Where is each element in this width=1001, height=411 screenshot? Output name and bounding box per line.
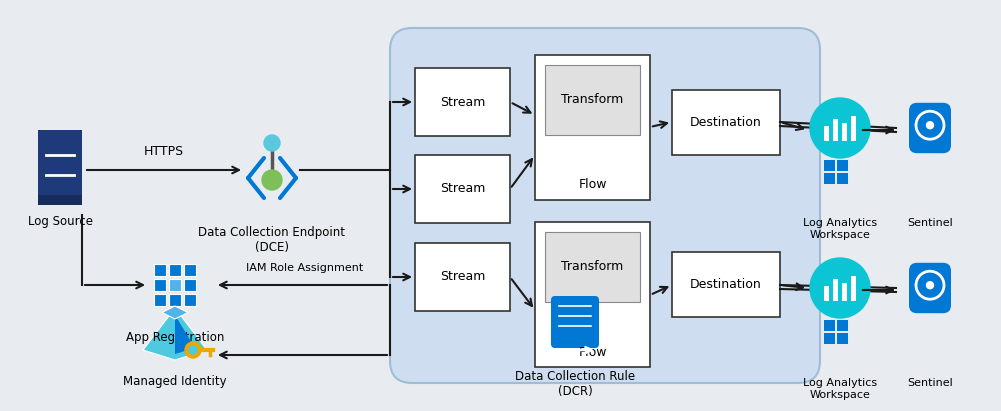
Circle shape xyxy=(189,346,197,354)
Polygon shape xyxy=(175,315,195,354)
FancyBboxPatch shape xyxy=(909,103,951,153)
Text: Flow: Flow xyxy=(579,178,607,192)
Text: Log Source: Log Source xyxy=(27,215,92,228)
Text: App Registration: App Registration xyxy=(126,331,224,344)
Bar xyxy=(169,279,181,291)
Bar xyxy=(837,160,848,171)
Bar xyxy=(833,279,838,302)
Text: Transform: Transform xyxy=(562,260,624,273)
Text: Stream: Stream xyxy=(439,270,485,284)
FancyBboxPatch shape xyxy=(535,222,650,367)
Bar xyxy=(842,123,847,141)
FancyBboxPatch shape xyxy=(415,243,510,311)
Bar xyxy=(154,264,166,276)
Bar xyxy=(184,264,196,276)
Circle shape xyxy=(185,342,201,358)
Circle shape xyxy=(926,121,934,129)
Bar xyxy=(169,294,181,306)
Text: Transform: Transform xyxy=(562,93,624,106)
FancyBboxPatch shape xyxy=(672,90,780,155)
Text: Sentinel: Sentinel xyxy=(907,218,953,228)
Bar xyxy=(851,276,856,302)
FancyBboxPatch shape xyxy=(535,55,650,200)
FancyBboxPatch shape xyxy=(672,252,780,317)
FancyBboxPatch shape xyxy=(545,65,640,134)
Text: Stream: Stream xyxy=(439,182,485,196)
Bar xyxy=(184,279,196,291)
Text: Destination: Destination xyxy=(690,278,762,291)
Polygon shape xyxy=(143,308,207,360)
Bar xyxy=(169,264,181,276)
Bar xyxy=(842,283,847,302)
FancyBboxPatch shape xyxy=(38,130,82,202)
Bar xyxy=(824,127,829,141)
Text: Sentinel: Sentinel xyxy=(907,378,953,388)
Bar xyxy=(851,116,856,141)
Text: Flow: Flow xyxy=(579,346,607,358)
Bar xyxy=(824,160,835,171)
Text: Data Collection Endpoint
(DCE): Data Collection Endpoint (DCE) xyxy=(198,226,345,254)
Circle shape xyxy=(926,281,934,289)
Bar xyxy=(824,286,829,302)
FancyBboxPatch shape xyxy=(415,155,510,223)
Bar xyxy=(184,294,196,306)
Text: IAM Role Assignment: IAM Role Assignment xyxy=(246,263,363,273)
Polygon shape xyxy=(909,136,951,153)
Bar xyxy=(837,173,848,185)
Bar xyxy=(837,333,848,344)
FancyBboxPatch shape xyxy=(909,263,951,313)
Text: Data Collection Rule
(DCR): Data Collection Rule (DCR) xyxy=(515,370,635,398)
Polygon shape xyxy=(162,306,188,319)
FancyBboxPatch shape xyxy=(38,195,82,205)
Text: Log Analytics
Workspace: Log Analytics Workspace xyxy=(803,378,877,399)
Polygon shape xyxy=(909,296,951,313)
FancyBboxPatch shape xyxy=(415,68,510,136)
Text: HTTPS: HTTPS xyxy=(144,145,184,158)
Bar xyxy=(824,333,835,344)
Bar xyxy=(833,119,838,141)
Text: Destination: Destination xyxy=(690,116,762,129)
FancyBboxPatch shape xyxy=(551,296,599,348)
Bar xyxy=(837,320,848,331)
Circle shape xyxy=(810,258,870,318)
Bar xyxy=(154,279,166,291)
Text: Stream: Stream xyxy=(439,95,485,109)
FancyBboxPatch shape xyxy=(545,232,640,302)
Text: Managed Identity: Managed Identity xyxy=(123,375,227,388)
Bar xyxy=(824,173,835,185)
Circle shape xyxy=(264,135,280,151)
Text: Log Analytics
Workspace: Log Analytics Workspace xyxy=(803,218,877,240)
Bar xyxy=(154,294,166,306)
Circle shape xyxy=(262,170,282,190)
Bar xyxy=(824,320,835,331)
FancyBboxPatch shape xyxy=(390,28,820,383)
Circle shape xyxy=(810,98,870,158)
